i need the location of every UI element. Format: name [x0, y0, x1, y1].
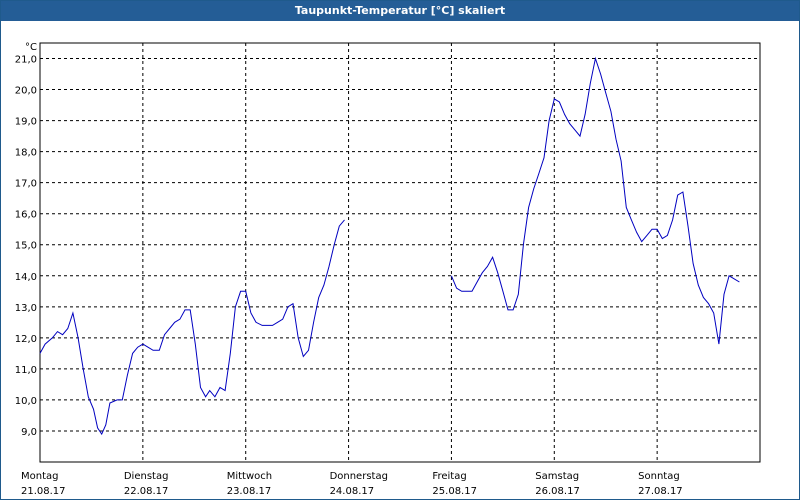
- chart-title: Taupunkt-Temperatur [°C] skaliert: [1, 1, 799, 21]
- x-tick-date-label: 22.08.17: [124, 486, 169, 497]
- y-tick-label: 12,0: [15, 334, 37, 345]
- y-tick-label: 15,0: [15, 241, 37, 252]
- y-tick-label: 11,0: [15, 365, 37, 376]
- y-axis-unit-label: °C: [25, 42, 37, 53]
- x-tick-day-label: Mittwoch: [227, 471, 272, 482]
- y-tick-label: 21,0: [15, 55, 37, 66]
- dewpoint-line-segment: [39, 219, 345, 436]
- series-line: [39, 56, 740, 436]
- y-tick-label: 17,0: [15, 179, 37, 190]
- x-tick-date-label: 26.08.17: [535, 486, 580, 497]
- x-tick-date-label: 23.08.17: [227, 486, 272, 497]
- y-axis-ticks: 9,0 10,0 11,0 12,0 13,0 14,0 15,0 16,0 17,0 18,0 1…: [15, 55, 37, 438]
- y-tick-label: 19,0: [15, 117, 37, 128]
- plot-area: [39, 42, 761, 463]
- y-tick-label: 14,0: [15, 272, 37, 283]
- x-tick-date-label: 25.08.17: [432, 486, 477, 497]
- x-tick-date-label: 21.08.17: [21, 486, 66, 497]
- x-tick-date-label: 27.08.17: [638, 486, 683, 497]
- x-axis-ticks: Montag 21.08.17 Dienstag 22.08.17 Mittwoch 23…: [21, 471, 683, 497]
- y-tick-label: 16,0: [15, 210, 37, 221]
- x-tick-day-label: Dienstag: [124, 471, 169, 482]
- y-tick-label: 9,0: [21, 427, 37, 438]
- x-tick-day-label: Donnerstag: [330, 471, 388, 482]
- x-tick-day-label: Montag: [21, 471, 58, 482]
- y-tick-label: 20,0: [15, 86, 37, 97]
- dewpoint-line-segment: [450, 56, 740, 345]
- line-chart: 9,0 10,0 11,0 12,0 13,0 14,0 15,0 16,0 17,0 18,0 1…: [15, 42, 761, 497]
- x-tick-date-label: 24.08.17: [330, 486, 375, 497]
- x-tick-day-label: Samstag: [535, 471, 579, 482]
- y-tick-label: 18,0: [15, 148, 37, 159]
- grid-lines: [40, 43, 760, 462]
- y-tick-label: 10,0: [15, 396, 37, 407]
- x-tick-day-label: Freitag: [432, 471, 466, 482]
- y-tick-label: 13,0: [15, 303, 37, 314]
- x-tick-day-label: Sonntag: [638, 471, 680, 482]
